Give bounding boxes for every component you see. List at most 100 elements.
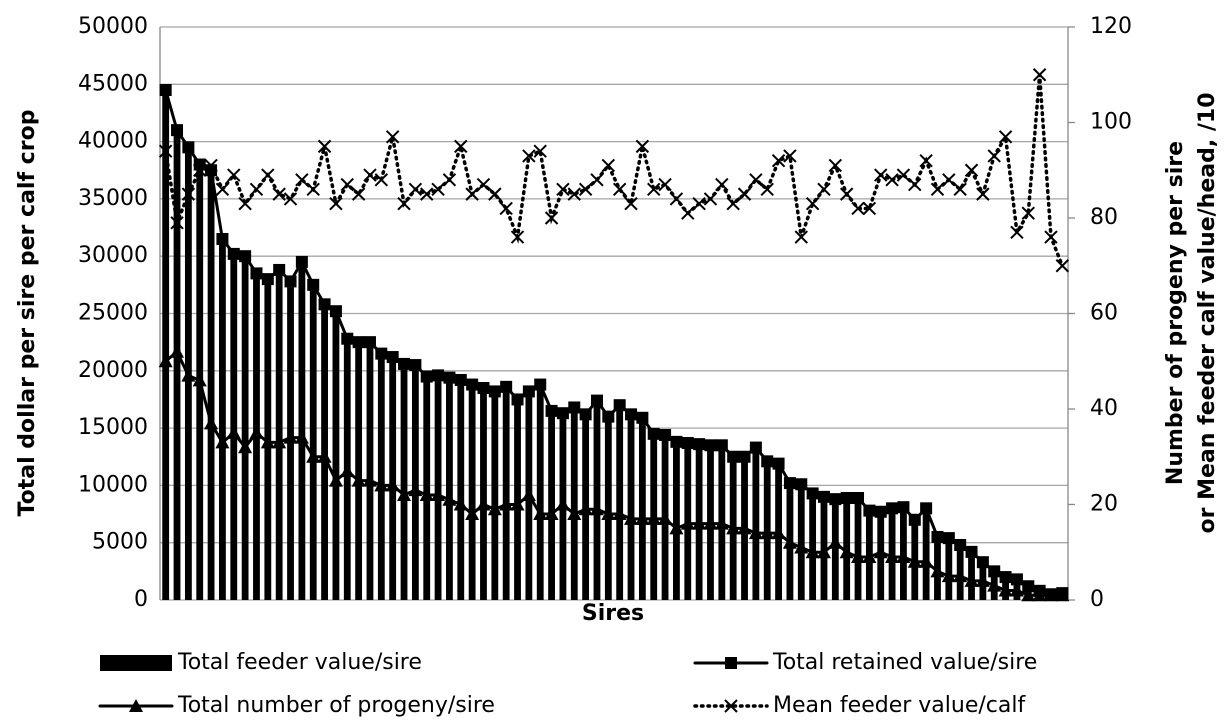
marker bbox=[363, 168, 377, 182]
marker bbox=[862, 550, 877, 564]
marker bbox=[636, 411, 649, 424]
marker bbox=[670, 435, 683, 448]
marker bbox=[840, 492, 853, 505]
bar bbox=[638, 423, 646, 600]
marker bbox=[829, 493, 842, 506]
y-tick-label: 35000 bbox=[78, 186, 148, 211]
marker bbox=[432, 369, 445, 382]
marker bbox=[453, 497, 468, 511]
marker bbox=[1032, 588, 1047, 602]
marker bbox=[828, 535, 843, 549]
marker bbox=[226, 425, 241, 439]
y-tick-label: 20000 bbox=[78, 358, 148, 383]
marker bbox=[817, 182, 831, 197]
marker bbox=[589, 502, 604, 516]
marker bbox=[851, 201, 865, 216]
marker bbox=[999, 571, 1012, 584]
marker bbox=[477, 381, 490, 394]
marker bbox=[806, 487, 819, 500]
marker bbox=[398, 357, 411, 370]
marker bbox=[885, 550, 900, 564]
marker bbox=[897, 501, 910, 514]
marker bbox=[261, 168, 275, 182]
marker bbox=[386, 351, 399, 364]
marker bbox=[783, 477, 796, 490]
marker bbox=[658, 511, 673, 525]
x-axis-label: Sires bbox=[582, 601, 644, 626]
bar bbox=[570, 413, 578, 600]
marker bbox=[896, 168, 911, 182]
marker bbox=[714, 516, 729, 530]
y2-tick-label: 120 bbox=[1090, 14, 1132, 39]
marker bbox=[942, 173, 956, 187]
marker bbox=[782, 535, 797, 549]
marker bbox=[748, 526, 763, 540]
bar bbox=[309, 290, 317, 600]
marker bbox=[1021, 206, 1035, 220]
y2-tick-label: 100 bbox=[1090, 110, 1132, 135]
marker bbox=[204, 416, 219, 430]
marker bbox=[749, 173, 763, 187]
marker bbox=[578, 182, 593, 197]
marker bbox=[158, 354, 173, 368]
marker bbox=[215, 182, 230, 197]
marker bbox=[295, 173, 309, 187]
marker bbox=[454, 139, 468, 154]
marker bbox=[976, 187, 990, 201]
marker bbox=[681, 436, 694, 449]
marker bbox=[760, 526, 775, 540]
marker bbox=[601, 507, 616, 521]
marker bbox=[522, 385, 535, 398]
marker bbox=[601, 158, 616, 173]
y-axis-label: Total dollar per sire per calf crop bbox=[15, 110, 40, 517]
marker bbox=[590, 394, 603, 407]
marker bbox=[487, 502, 502, 516]
marker bbox=[476, 497, 491, 511]
marker bbox=[476, 177, 491, 192]
marker bbox=[442, 492, 457, 506]
marker bbox=[692, 516, 707, 530]
marker bbox=[420, 187, 434, 201]
marker bbox=[783, 149, 797, 163]
marker bbox=[488, 385, 501, 398]
y2-tick-label: 80 bbox=[1090, 205, 1118, 230]
marker bbox=[715, 439, 728, 452]
marker bbox=[239, 250, 252, 263]
y2-tick-label: 0 bbox=[1090, 587, 1104, 612]
marker bbox=[692, 196, 706, 211]
y-tick-label: 40000 bbox=[78, 129, 148, 154]
marker bbox=[964, 573, 979, 587]
marker bbox=[534, 378, 547, 391]
marker bbox=[328, 473, 343, 487]
legend-marker bbox=[724, 699, 738, 713]
marker bbox=[964, 163, 979, 177]
marker bbox=[465, 507, 480, 521]
y2-tick-label: 20 bbox=[1090, 492, 1118, 517]
marker bbox=[317, 139, 332, 154]
marker bbox=[556, 407, 569, 420]
marker bbox=[340, 177, 354, 192]
marker bbox=[1010, 573, 1023, 586]
marker bbox=[375, 347, 388, 360]
bar bbox=[468, 390, 476, 600]
marker bbox=[1043, 588, 1058, 602]
marker bbox=[555, 497, 570, 511]
bar bbox=[627, 420, 635, 600]
marker bbox=[1022, 580, 1035, 593]
marker bbox=[941, 569, 956, 583]
marker bbox=[227, 168, 241, 182]
marker bbox=[544, 507, 559, 521]
marker bbox=[374, 173, 389, 187]
marker bbox=[1032, 68, 1047, 82]
marker bbox=[795, 478, 808, 491]
marker bbox=[521, 487, 536, 501]
marker bbox=[419, 487, 434, 501]
marker bbox=[886, 502, 899, 515]
marker bbox=[727, 450, 740, 463]
marker bbox=[294, 430, 309, 444]
marker bbox=[238, 440, 253, 454]
marker bbox=[930, 182, 945, 197]
marker bbox=[510, 230, 525, 244]
bar bbox=[207, 175, 215, 601]
bar bbox=[446, 383, 453, 600]
